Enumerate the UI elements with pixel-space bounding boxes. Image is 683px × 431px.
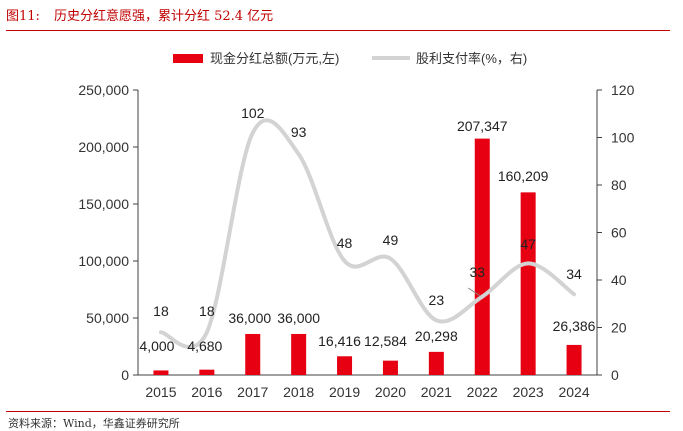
line-value-label: 48 bbox=[337, 235, 353, 251]
figure-number: 图11: bbox=[6, 9, 40, 24]
figure-title-text: 历史分红意愿强，累计分红 52.4 亿元 bbox=[53, 9, 274, 24]
left-tick-label: 50,000 bbox=[86, 310, 129, 326]
bar-2016 bbox=[199, 369, 215, 375]
x-tick-label: 2017 bbox=[237, 384, 268, 400]
bar-2018 bbox=[291, 333, 307, 375]
bar-series bbox=[153, 138, 582, 375]
source-divider bbox=[6, 411, 670, 412]
line-series bbox=[158, 118, 577, 349]
left-tick-label: 200,000 bbox=[78, 139, 129, 155]
x-tick-label: 2024 bbox=[558, 384, 589, 400]
bar-2024 bbox=[566, 344, 582, 375]
right-tick-label: 100 bbox=[611, 130, 635, 146]
right-tick-label: 120 bbox=[611, 82, 635, 98]
bar-2015 bbox=[153, 370, 169, 375]
figure-title: 图11: 历史分红意愿强，累计分红 52.4 亿元 bbox=[6, 5, 273, 24]
x-tick-label: 2023 bbox=[513, 384, 544, 400]
bar-value-label: 26,386 bbox=[553, 318, 596, 334]
right-tick-label: 20 bbox=[611, 320, 627, 336]
bar-2020 bbox=[382, 360, 398, 375]
bar-2023 bbox=[520, 192, 536, 375]
title-divider bbox=[6, 30, 670, 31]
x-tick-label: 2019 bbox=[329, 384, 360, 400]
line-value-label: 23 bbox=[429, 292, 445, 308]
bar-value-label: 36,000 bbox=[277, 310, 320, 326]
payout-ratio-line bbox=[158, 118, 577, 349]
dividend-chart: 0 50,000 100,000 150,000 200,000 250,000 0 20 40… bbox=[78, 51, 634, 400]
bar-value-label: 20,298 bbox=[415, 328, 458, 344]
label-leader-line bbox=[467, 287, 481, 297]
bar-2019 bbox=[337, 356, 353, 375]
right-tick-label: 60 bbox=[611, 225, 627, 241]
right-tick-label: 80 bbox=[611, 177, 627, 193]
x-tick-label: 2018 bbox=[283, 384, 314, 400]
source-note: 资料来源：Wind，华鑫证券研究所 bbox=[8, 417, 180, 430]
bar-value-label: 207,347 bbox=[457, 118, 508, 134]
legend-bar-swatch bbox=[173, 54, 203, 63]
line-value-label: 47 bbox=[520, 236, 536, 252]
bar-2017 bbox=[245, 333, 261, 375]
axes-layer: 0 50,000 100,000 150,000 200,000 250,000 0 20 40… bbox=[78, 82, 634, 400]
legend: 现金分红总额(万元,左) 股利支付率(%，右) bbox=[173, 51, 527, 66]
line-value-label: 49 bbox=[383, 232, 399, 248]
bar-2022 bbox=[474, 138, 490, 375]
line-value-label: 34 bbox=[566, 266, 582, 282]
line-value-label: 33 bbox=[469, 264, 485, 280]
legend-line-label: 股利支付率(%，右) bbox=[416, 51, 527, 66]
right-tick-label: 40 bbox=[611, 272, 627, 288]
left-tick-label: 0 bbox=[121, 367, 129, 383]
x-tick-label: 2015 bbox=[145, 384, 176, 400]
right-tick-label: 0 bbox=[611, 367, 619, 383]
bar-2021 bbox=[428, 351, 444, 375]
legend-bar-label: 现金分红总额(万元,左) bbox=[210, 51, 339, 66]
line-value-label: 102 bbox=[241, 105, 265, 121]
bar-value-label: 160,209 bbox=[498, 168, 549, 184]
x-tick-label: 2022 bbox=[467, 384, 498, 400]
bar-value-label: 36,000 bbox=[228, 310, 271, 326]
left-tick-label: 150,000 bbox=[78, 196, 129, 212]
x-tick-label: 2021 bbox=[421, 384, 452, 400]
data-labels: 4,000 4,680 36,000 36,000 16,416 12,584 20,298… bbox=[139, 105, 595, 354]
line-value-label: 93 bbox=[291, 124, 307, 140]
bar-value-label: 12,584 bbox=[364, 333, 407, 349]
x-tick-label: 2016 bbox=[191, 384, 222, 400]
line-value-label: 18 bbox=[153, 303, 169, 319]
x-tick-label: 2020 bbox=[375, 384, 406, 400]
bar-value-label: 4,000 bbox=[139, 338, 174, 354]
bar-value-label: 16,416 bbox=[318, 333, 361, 349]
bar-value-label: 4,680 bbox=[187, 338, 222, 354]
left-tick-label: 250,000 bbox=[78, 82, 129, 98]
line-value-label: 18 bbox=[199, 303, 215, 319]
left-tick-label: 100,000 bbox=[78, 253, 129, 269]
